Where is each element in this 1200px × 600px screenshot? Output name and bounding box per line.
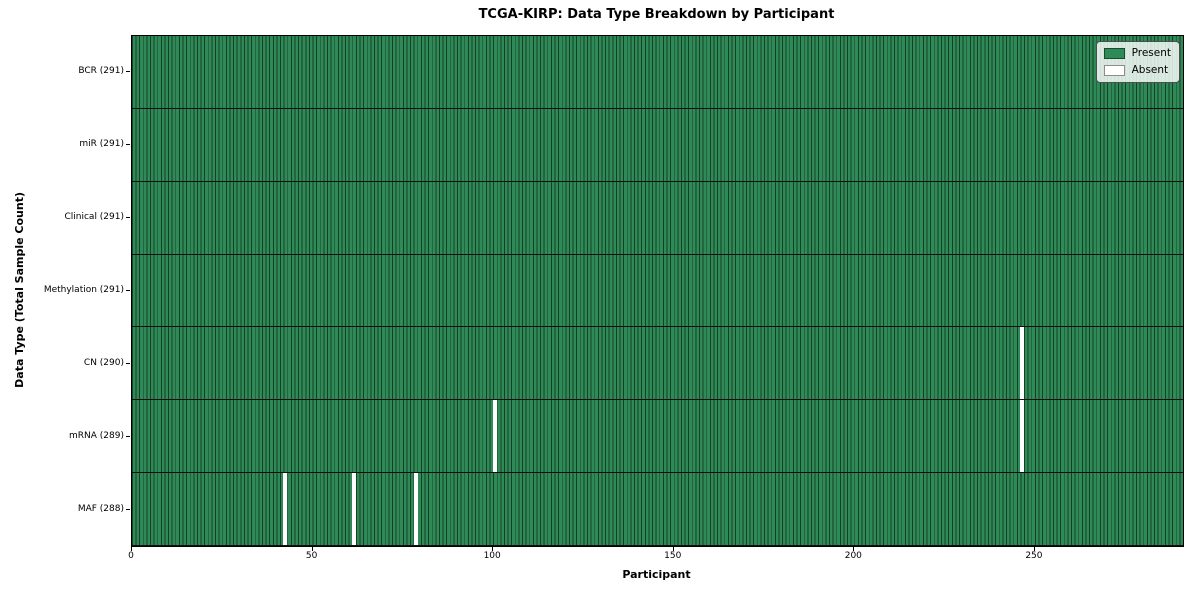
- ytick-mark-bcr: [126, 71, 130, 73]
- ytick-mark-maf: [126, 508, 130, 510]
- heatmap-row-clinical: [132, 181, 1183, 255]
- heatmap-row-mir: [132, 108, 1183, 182]
- xtick-mark-200: [853, 547, 855, 551]
- xtick-label-100: 100: [483, 551, 501, 561]
- xtick-label-200: 200: [844, 551, 862, 561]
- xtick-mark-100: [492, 547, 494, 551]
- legend: Present Absent: [1095, 41, 1180, 83]
- ytick-label-maf: MAF (288): [77, 503, 124, 514]
- xtick-label-50: 50: [305, 551, 318, 561]
- y-axis-label: Data Type (Total Sample Count): [12, 192, 26, 388]
- x-axis-label: Participant: [622, 568, 691, 581]
- ytick-label-cn: CN (290): [83, 357, 124, 368]
- present-swatch-icon: [1103, 47, 1125, 59]
- plot-area: Present Absent: [131, 35, 1184, 547]
- legend-label-absent: Absent: [1131, 64, 1169, 76]
- absent-swatch-icon: [1103, 64, 1125, 76]
- ytick-mark-mir: [126, 144, 130, 146]
- absent-gap-maf-78: [413, 473, 418, 545]
- heatmap-row-methylation: [132, 254, 1183, 328]
- absent-gap-cn-246: [1020, 327, 1025, 400]
- ytick-mark-cn: [126, 362, 130, 364]
- y-axis-label-wrap: Data Type (Total Sample Count): [8, 35, 30, 545]
- chart-title: TCGA-KIRP: Data Type Breakdown by Partic…: [478, 7, 835, 22]
- heatmap-row-cn: [132, 327, 1183, 401]
- legend-label-present: Present: [1131, 47, 1171, 59]
- xtick-mark-250: [1033, 547, 1035, 551]
- ytick-label-mrna: mRNA (289): [69, 430, 124, 441]
- absent-gap-mrna-246: [1020, 400, 1025, 473]
- legend-item-present: Present: [1103, 47, 1171, 59]
- absent-gap-maf-42: [283, 473, 288, 545]
- legend-item-absent: Absent: [1103, 64, 1171, 76]
- ytick-label-bcr: BCR (291): [78, 66, 124, 77]
- heatmap-row-mrna: [132, 400, 1183, 474]
- heatmap-row-bcr: [132, 36, 1183, 109]
- xtick-mark-0: [131, 547, 132, 551]
- absent-gap-maf-61: [352, 473, 357, 545]
- ytick-label-mir: miR (291): [79, 139, 124, 150]
- xtick-mark-150: [672, 547, 674, 551]
- ytick-label-clinical: Clinical (291): [64, 212, 124, 223]
- ytick-label-methylation: Methylation (291): [43, 285, 124, 295]
- xtick-label-0: 0: [128, 551, 134, 561]
- ytick-mark-mrna: [126, 435, 130, 437]
- ytick-mark-methylation: [126, 290, 130, 291]
- xtick-label-250: 250: [1025, 551, 1043, 561]
- xtick-mark-50: [311, 547, 313, 551]
- heatmap-row-maf: [132, 473, 1183, 546]
- xtick-label-150: 150: [664, 551, 682, 561]
- ytick-mark-clinical: [126, 217, 130, 219]
- absent-gap-mrna-100: [492, 400, 497, 473]
